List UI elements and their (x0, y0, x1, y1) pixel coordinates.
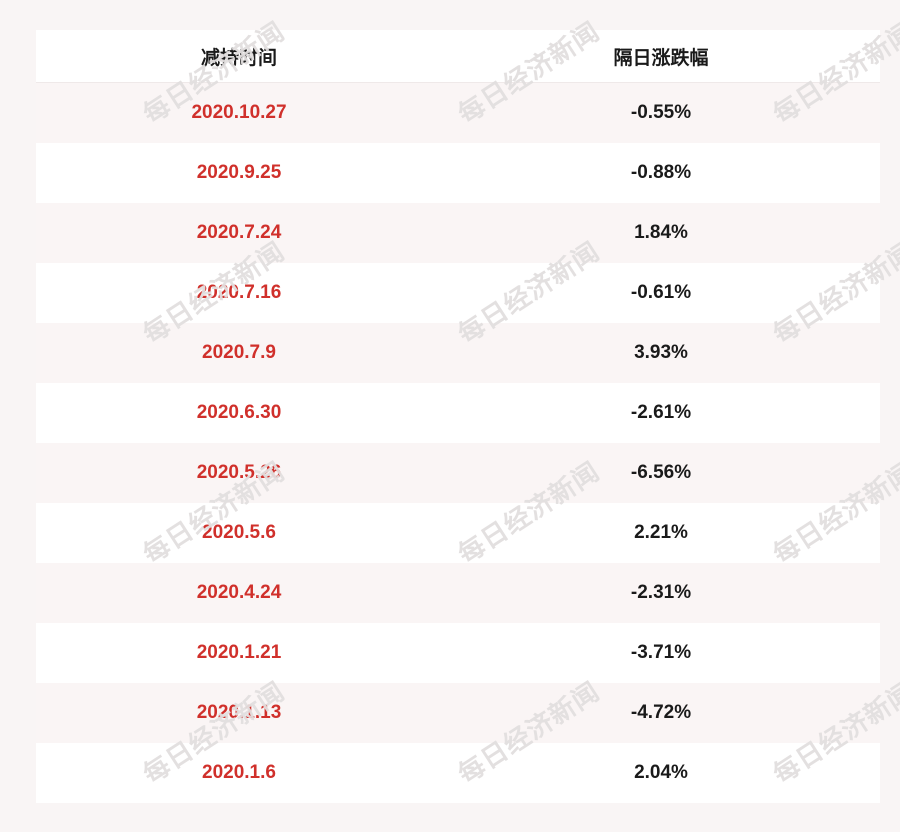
cell-next-day-change: -0.88% (442, 143, 880, 203)
table-row: 2020.6.30 -2.61% (36, 383, 880, 443)
cell-next-day-change: 3.93% (442, 323, 880, 383)
cell-next-day-change: -0.55% (442, 82, 880, 143)
table-row: 2020.7.24 1.84% (36, 203, 880, 263)
cell-reduction-date: 2020.5.26 (36, 443, 442, 503)
table-row: 2020.4.24 -2.31% (36, 563, 880, 623)
reduction-table-container: 减持时间 隔日涨跌幅 2020.10.27 -0.55% 2020.9.25 -0.8… (36, 30, 880, 803)
cell-reduction-date: 2020.1.21 (36, 623, 442, 683)
table-row: 2020.9.25 -0.88% (36, 143, 880, 203)
column-header-change: 隔日涨跌幅 (442, 30, 880, 83)
cell-next-day-change: -6.56% (442, 443, 880, 503)
table-header-row: 减持时间 隔日涨跌幅 (36, 30, 880, 83)
cell-next-day-change: -0.61% (442, 263, 880, 323)
column-header-date: 减持时间 (36, 30, 442, 83)
cell-next-day-change: -2.61% (442, 383, 880, 443)
table-row: 2020.5.26 -6.56% (36, 443, 880, 503)
table-header: 减持时间 隔日涨跌幅 (36, 30, 880, 83)
cell-reduction-date: 2020.4.24 (36, 563, 442, 623)
cell-reduction-date: 2020.7.9 (36, 323, 442, 383)
table-row: 2020.1.6 2.04% (36, 743, 880, 803)
cell-reduction-date: 2020.5.6 (36, 503, 442, 563)
table-row: 2020.1.13 -4.72% (36, 683, 880, 743)
cell-next-day-change: 1.84% (442, 203, 880, 263)
table-row: 2020.5.6 2.21% (36, 503, 880, 563)
cell-reduction-date: 2020.6.30 (36, 383, 442, 443)
cell-reduction-date: 2020.7.16 (36, 263, 442, 323)
cell-next-day-change: 2.04% (442, 743, 880, 803)
table-row: 2020.1.21 -3.71% (36, 623, 880, 683)
table-row: 2020.10.27 -0.55% (36, 82, 880, 143)
cell-reduction-date: 2020.7.24 (36, 203, 442, 263)
reduction-history-table: 减持时间 隔日涨跌幅 2020.10.27 -0.55% 2020.9.25 -0.8… (36, 30, 880, 803)
table-row: 2020.7.9 3.93% (36, 323, 880, 383)
cell-next-day-change: 2.21% (442, 503, 880, 563)
cell-reduction-date: 2020.1.6 (36, 743, 442, 803)
cell-next-day-change: -4.72% (442, 683, 880, 743)
cell-reduction-date: 2020.1.13 (36, 683, 442, 743)
cell-next-day-change: -2.31% (442, 563, 880, 623)
cell-reduction-date: 2020.10.27 (36, 82, 442, 143)
table-row: 2020.7.16 -0.61% (36, 263, 880, 323)
cell-next-day-change: -3.71% (442, 623, 880, 683)
table-body: 2020.10.27 -0.55% 2020.9.25 -0.88% 2020.7.24… (36, 82, 880, 803)
cell-reduction-date: 2020.9.25 (36, 143, 442, 203)
